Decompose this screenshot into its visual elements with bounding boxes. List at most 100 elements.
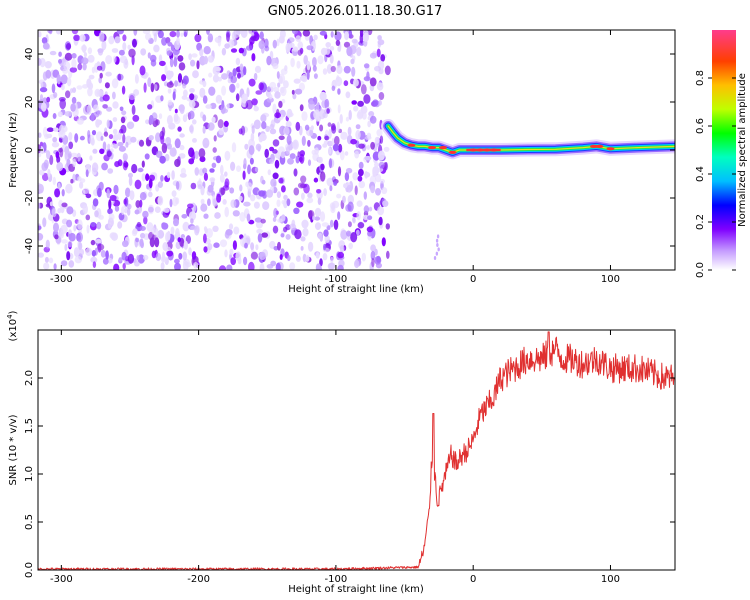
noise-speckle xyxy=(292,46,299,52)
noise-speckle xyxy=(246,87,250,98)
noise-speckle xyxy=(229,187,235,194)
noise-speckle xyxy=(85,214,91,221)
noise-speckle xyxy=(92,198,99,207)
noise-speckle xyxy=(190,225,197,231)
noise-speckle xyxy=(83,105,90,115)
noise-speckle xyxy=(259,31,264,40)
snr-multiplier: (x104) xyxy=(6,310,19,341)
noise-speckle xyxy=(66,206,74,215)
noise-speckle xyxy=(125,141,129,148)
noise-speckle xyxy=(345,91,351,99)
noise-speckle xyxy=(362,32,370,42)
snr-ytick-label: 1.0 xyxy=(24,466,35,482)
noise-speckle xyxy=(276,71,280,79)
noise-speckle xyxy=(321,222,329,227)
noise-speckle xyxy=(258,135,264,143)
noise-speckle xyxy=(336,65,343,74)
noise-speckle xyxy=(70,103,76,112)
noise-speckle xyxy=(121,251,127,261)
noise-speckle xyxy=(272,103,277,114)
noise-speckle xyxy=(277,218,283,223)
noise-speckle xyxy=(150,82,155,93)
noise-speckle xyxy=(287,158,294,165)
noise-speckle xyxy=(280,68,288,75)
noise-speckle xyxy=(278,75,283,84)
noise-speckle xyxy=(219,239,228,248)
noise-speckle xyxy=(306,45,314,51)
noise-speckle xyxy=(116,30,124,35)
noise-speckle xyxy=(139,192,147,201)
noise-speckle xyxy=(56,74,61,85)
noise-speckle xyxy=(166,143,172,150)
noise-speckle xyxy=(346,46,353,57)
noise-speckle xyxy=(230,75,237,84)
snr-panel: -300 -200 -100 0 100 0.0 0.5 1.0 1.5 2.0 Height o… xyxy=(6,310,676,595)
noise-speckle xyxy=(122,160,128,171)
noise-speckle xyxy=(352,172,359,181)
noise-speckle xyxy=(337,251,344,259)
noise-speckle xyxy=(133,89,140,96)
noise-speckle xyxy=(239,63,244,72)
noise-speckle xyxy=(138,139,145,147)
noise-speckle xyxy=(344,171,350,182)
noise-speckle xyxy=(149,237,155,248)
noise-speckle xyxy=(203,226,208,232)
noise-speckle xyxy=(49,201,54,207)
noise-speckle xyxy=(52,176,56,186)
noise-speckle xyxy=(41,102,47,112)
noise-speckle xyxy=(105,71,112,77)
noise-speckle xyxy=(39,169,45,176)
noise-speckle xyxy=(58,59,62,64)
noise-speckle xyxy=(108,35,115,45)
noise-speckle xyxy=(328,147,332,155)
snr-xtick-label: 100 xyxy=(601,574,620,585)
noise-speckle xyxy=(319,91,327,101)
noise-speckle xyxy=(38,183,44,194)
noise-speckle xyxy=(203,55,208,65)
noise-speckle xyxy=(48,257,54,264)
noise-speckle xyxy=(243,66,247,76)
noise-speckle xyxy=(229,83,236,93)
noise-speckle xyxy=(127,253,135,264)
noise-speckle xyxy=(294,229,302,240)
noise-speckle xyxy=(266,97,274,103)
noise-speckle xyxy=(324,235,330,243)
noise-speckle xyxy=(135,237,140,243)
noise-speckle xyxy=(208,86,216,96)
noise-speckle xyxy=(338,143,343,153)
noise-speckle xyxy=(143,254,149,261)
noise-speckle xyxy=(63,61,71,71)
noise-speckle xyxy=(87,47,93,55)
noise-speckle xyxy=(350,58,355,65)
noise-speckle xyxy=(343,183,348,189)
noise-speckle xyxy=(372,99,379,106)
noise-speckle xyxy=(161,251,166,262)
noise-speckle xyxy=(314,207,322,217)
noise-speckle xyxy=(44,60,52,69)
noise-speckle xyxy=(376,129,383,137)
noise-speckle xyxy=(39,141,44,147)
noise-speckle xyxy=(167,88,172,94)
noise-speckle xyxy=(203,213,209,219)
noise-speckle xyxy=(141,160,145,168)
noise-speckle xyxy=(246,213,251,222)
noise-speckle xyxy=(161,142,168,154)
noise-speckle xyxy=(272,217,277,222)
noise-speckle xyxy=(235,93,240,102)
noise-speckle xyxy=(90,256,98,263)
noise-speckle xyxy=(225,229,233,236)
noise-speckle xyxy=(202,95,208,104)
noise-speckle xyxy=(129,190,135,201)
noise-speckle xyxy=(313,73,318,79)
noise-speckle xyxy=(65,90,71,99)
noise-speckle xyxy=(177,73,183,83)
noise-speckle xyxy=(74,102,78,113)
noise-speckle xyxy=(333,181,337,186)
noise-speckle xyxy=(170,226,175,235)
noise-speckle xyxy=(347,221,352,228)
noise-speckle xyxy=(112,117,118,122)
noise-speckle xyxy=(232,240,237,251)
noise-speckle xyxy=(112,128,118,135)
noise-speckle xyxy=(292,139,299,150)
noise-speckle xyxy=(38,202,41,209)
